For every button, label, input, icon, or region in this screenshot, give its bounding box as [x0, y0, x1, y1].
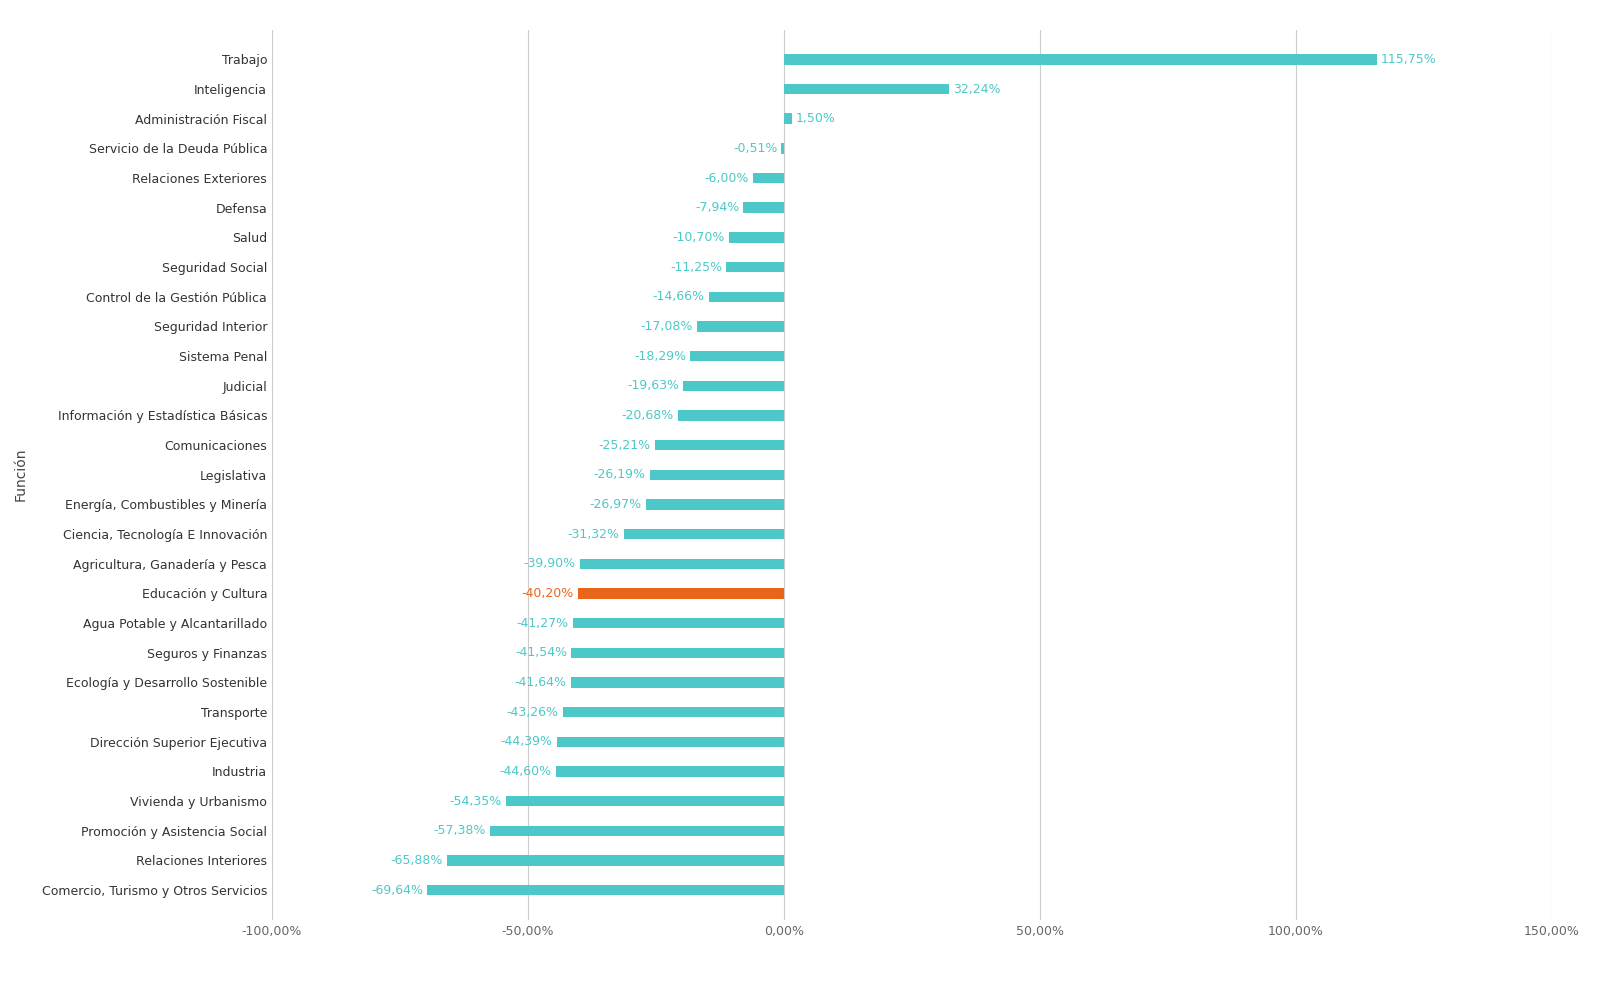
Bar [784, 84, 949, 94]
Bar [646, 499, 784, 509]
Text: -40,20%: -40,20% [522, 586, 574, 600]
Text: -14,66%: -14,66% [653, 290, 706, 304]
Bar [624, 529, 784, 539]
Bar [654, 440, 784, 450]
Text: -26,97%: -26,97% [590, 497, 642, 511]
Bar [726, 262, 784, 272]
Text: -69,64%: -69,64% [371, 883, 424, 897]
Bar [696, 321, 784, 331]
Text: -43,26%: -43,26% [507, 705, 558, 719]
Bar [490, 826, 784, 836]
Text: -31,32%: -31,32% [568, 527, 619, 541]
Text: -7,94%: -7,94% [694, 201, 739, 215]
Bar [650, 470, 784, 480]
Bar [427, 885, 784, 895]
Text: 1,50%: 1,50% [795, 112, 835, 126]
Bar [784, 54, 1376, 64]
Bar [579, 559, 784, 569]
Bar [709, 292, 784, 302]
Text: -6,00%: -6,00% [706, 171, 749, 185]
Bar [678, 410, 784, 420]
Text: -19,63%: -19,63% [627, 379, 680, 393]
Text: -57,38%: -57,38% [434, 824, 486, 838]
Text: 115,75%: 115,75% [1381, 52, 1437, 66]
Text: -11,25%: -11,25% [670, 260, 722, 274]
Bar [781, 143, 784, 153]
Bar [506, 796, 784, 806]
Bar [571, 677, 784, 687]
Text: -17,08%: -17,08% [640, 319, 693, 333]
Bar [754, 173, 784, 183]
Bar [446, 855, 784, 865]
Bar [573, 618, 784, 628]
Bar [557, 737, 784, 747]
Bar [563, 707, 784, 717]
Bar [730, 232, 784, 242]
Text: 32,24%: 32,24% [954, 82, 1000, 96]
Text: -44,60%: -44,60% [499, 764, 552, 778]
Y-axis label: Función: Función [14, 448, 27, 501]
Text: -0,51%: -0,51% [733, 141, 778, 155]
Text: -41,54%: -41,54% [515, 646, 568, 660]
Text: -41,27%: -41,27% [517, 616, 568, 630]
Bar [690, 351, 784, 361]
Bar [744, 203, 784, 213]
Text: -44,39%: -44,39% [501, 735, 552, 749]
Text: -25,21%: -25,21% [598, 438, 651, 452]
Text: -18,29%: -18,29% [634, 349, 686, 363]
Text: -41,64%: -41,64% [515, 675, 566, 689]
Bar [683, 381, 784, 391]
Text: -20,68%: -20,68% [622, 408, 674, 422]
Bar [555, 766, 784, 776]
Bar [571, 648, 784, 658]
Bar [578, 588, 784, 598]
Bar [784, 114, 792, 124]
Text: -10,70%: -10,70% [672, 230, 725, 244]
Text: -65,88%: -65,88% [390, 854, 443, 867]
Text: -54,35%: -54,35% [450, 794, 502, 808]
Text: -39,90%: -39,90% [523, 557, 576, 571]
Text: -26,19%: -26,19% [594, 468, 646, 482]
